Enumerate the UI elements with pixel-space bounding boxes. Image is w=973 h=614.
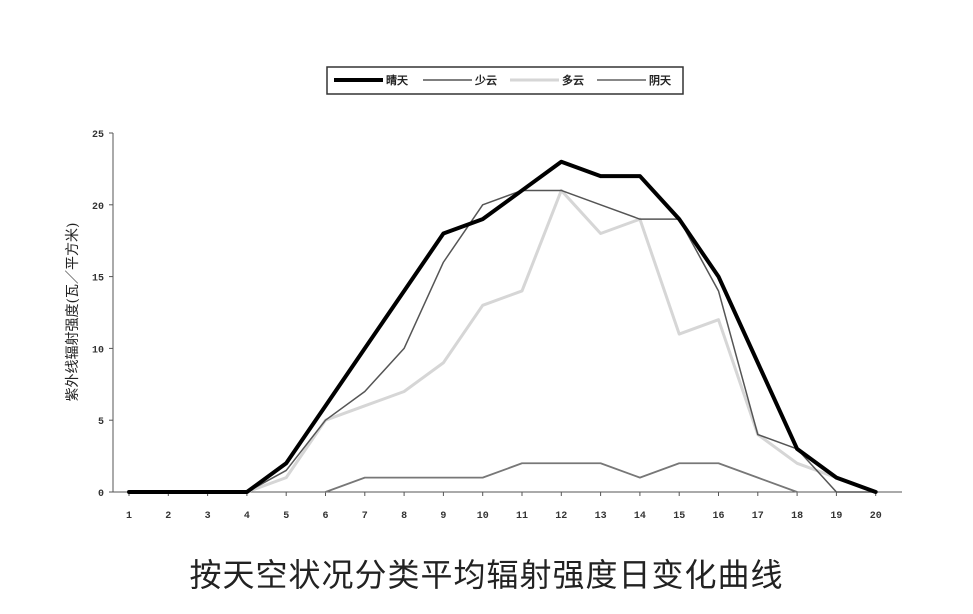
x-tick-label: 8 <box>401 511 407 522</box>
x-tick-label: 3 <box>205 511 211 522</box>
y-tick-label: 20 <box>92 202 104 213</box>
x-tick-label: 9 <box>440 511 446 522</box>
x-tick-label: 6 <box>322 511 328 522</box>
legend: 晴天 少云 多云 阴天 <box>326 66 684 95</box>
x-tick-label: 1 <box>126 511 132 522</box>
y-tick-label: 10 <box>92 345 104 356</box>
x-tick-label: 18 <box>791 511 803 522</box>
x-tick-label: 12 <box>555 511 567 522</box>
legend-label: 多云 <box>562 73 584 87</box>
chart-caption: 按天空状况分类平均辐射强度日变化曲线 <box>189 556 784 594</box>
series-line-1 <box>127 159 878 494</box>
y-axis-label: 紫外线辐射强度(瓦／平方米) <box>65 223 81 402</box>
x-tick-label: 4 <box>244 511 250 522</box>
x-tick-label: 17 <box>752 511 764 522</box>
legend-label: 阴天 <box>649 73 672 87</box>
x-tick-label: 16 <box>712 511 724 522</box>
x-tick-label: 20 <box>870 511 882 522</box>
x-tick-label: 7 <box>362 511 368 522</box>
x-tick-label: 10 <box>477 511 489 522</box>
y-tick-label: 15 <box>92 274 104 285</box>
x-tick-label: 11 <box>516 511 528 522</box>
x-tick-label: 5 <box>283 511 289 522</box>
x-tick-label: 2 <box>165 511 171 522</box>
x-tick-label: 15 <box>673 511 685 522</box>
x-tick-label: 19 <box>830 511 842 522</box>
series-line-2 <box>128 189 877 493</box>
series-lines <box>127 159 878 494</box>
x-tick-label: 14 <box>634 511 646 522</box>
y-tick-label: 0 <box>98 489 104 500</box>
series-line-4 <box>324 462 798 493</box>
series-line-3 <box>127 188 878 494</box>
y-tick-label: 25 <box>92 130 104 141</box>
x-tick-label: 13 <box>595 511 607 522</box>
y-tick-label: 5 <box>98 417 104 428</box>
y-ticks: 0 5 10 15 20 25 <box>92 130 113 500</box>
legend-label: 少云 <box>474 73 497 87</box>
legend-label: 晴天 <box>386 73 409 87</box>
x-ticks: 1 2 3 4 5 6 7 8 9 10 11 12 13 14 15 16 17 18 19 20 <box>126 492 882 522</box>
